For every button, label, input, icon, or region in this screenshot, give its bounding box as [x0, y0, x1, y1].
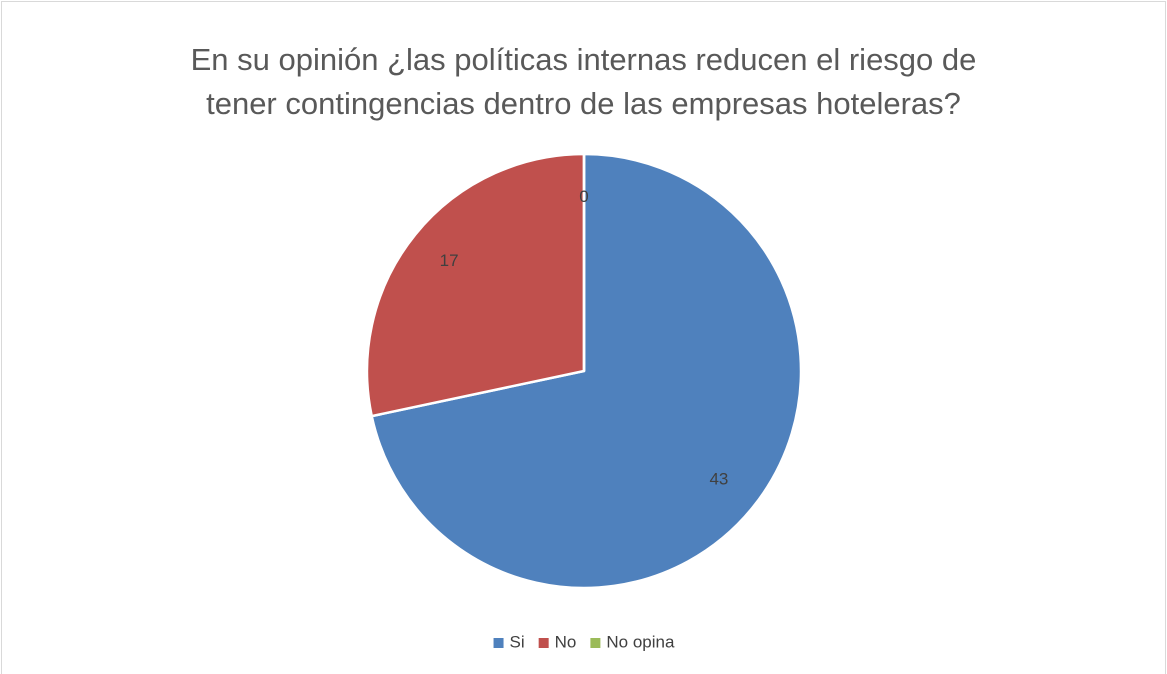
chart-title-box: En su opinión ¿las políticas internas re…	[0, 38, 1167, 126]
legend-marker	[538, 638, 549, 648]
legend-marker	[590, 638, 601, 648]
pie-slice	[365, 152, 586, 418]
legend-label: No opina	[606, 632, 675, 651]
data-label: 43	[709, 470, 728, 489]
legend-label: Si	[510, 632, 525, 651]
pie-slice	[370, 152, 803, 590]
chart-title: En su opinión ¿las políticas internas re…	[190, 42, 977, 121]
data-label: 0	[579, 187, 588, 206]
legend-marker	[493, 638, 504, 648]
data-label: 17	[440, 251, 459, 270]
legend-label: No	[555, 632, 577, 651]
